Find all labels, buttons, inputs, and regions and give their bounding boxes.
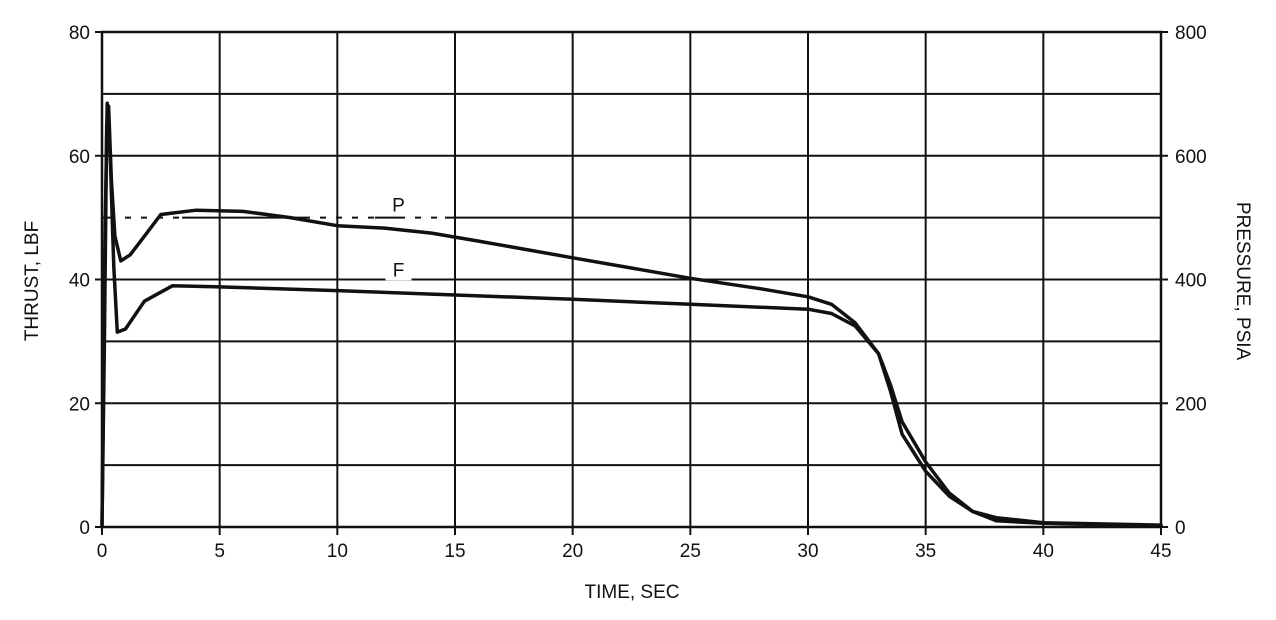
curve-label-bg-F [385, 258, 412, 281]
x-tick-label: 15 [444, 541, 465, 562]
left-tick-label: 60 [69, 147, 90, 168]
x-tick-label: 10 [327, 541, 348, 562]
x-tick-labels: 0 5 10 15 20 25 30 35 40 45 [97, 541, 1172, 562]
right-tick-label: 600 [1175, 147, 1207, 168]
left-tick-label: 40 [69, 271, 90, 292]
x-tick-label: 5 [214, 541, 225, 562]
grid-lines [101, 31, 1162, 528]
right-tick-label: 0 [1175, 518, 1186, 539]
x-tick-label: 35 [915, 541, 936, 562]
x-tick-label: 30 [797, 541, 818, 562]
left-tick-labels: 0 20 40 60 80 [69, 23, 90, 539]
plot-frame [95, 30, 1168, 535]
curve-label-F: F [393, 260, 405, 281]
series-lines [100, 101, 1163, 529]
left-tick-label: 20 [69, 394, 90, 415]
x-tick-label: 20 [562, 541, 583, 562]
x-tick-label: 25 [680, 541, 701, 562]
right-tick-label: 400 [1175, 271, 1207, 292]
x-tick-label: 40 [1033, 541, 1054, 562]
right-tick-labels: 0 200 400 600 800 [1175, 23, 1207, 539]
x-tick-label: 45 [1150, 541, 1171, 562]
left-tick-label: 0 [79, 518, 90, 539]
left-axis-title: THRUST, LBF [22, 221, 43, 341]
curve-label-bg-P [385, 193, 412, 216]
series-line-F [100, 101, 1163, 529]
right-tick-label: 200 [1175, 394, 1207, 415]
curve-labels: PF [385, 193, 412, 281]
left-tick-label: 80 [69, 23, 90, 44]
curve-label-P: P [392, 195, 405, 216]
series-line-P [100, 104, 1163, 529]
x-tick-label: 0 [97, 541, 108, 562]
right-tick-label: 800 [1175, 23, 1207, 44]
x-axis-title: TIME, SEC [584, 582, 679, 603]
right-axis-title: PRESSURE, PSIA [1232, 202, 1253, 361]
